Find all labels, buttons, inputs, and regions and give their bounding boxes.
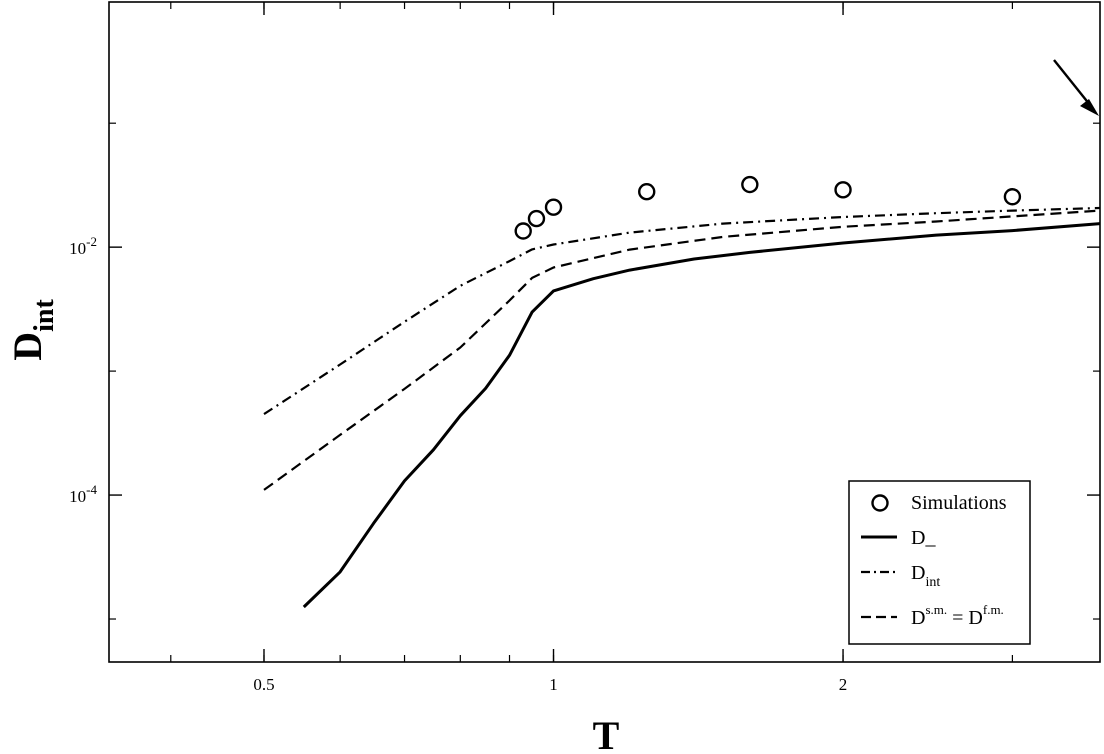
- simulation-point: [741, 175, 759, 194]
- simulation-point: [527, 209, 546, 228]
- y-tick-label: 10-2: [69, 234, 97, 258]
- simulation-point: [544, 198, 563, 216]
- simulation-point: [834, 181, 852, 199]
- y-axis-title: Dint: [5, 299, 60, 361]
- legend-label: Simulations: [911, 492, 1007, 514]
- y-tick-label: 10-4: [69, 482, 97, 506]
- x-axis-title: T: [593, 713, 620, 754]
- legend-marker: [871, 494, 889, 512]
- legend-label: D_: [911, 527, 936, 549]
- series-line-3: [263, 209, 1101, 491]
- simulation-point: [638, 183, 656, 201]
- plot-frame: [108, 1, 1101, 663]
- legend-label: Dint: [911, 562, 940, 590]
- series-line-2: [263, 206, 1101, 416]
- series-layer: [263, 175, 1101, 609]
- legend-label: Ds.m. = Df.m.: [911, 602, 1004, 629]
- tick-labels: 0.5 1 2 10-2 10-4: [69, 234, 847, 694]
- simulation-point: [514, 222, 532, 240]
- legend: Simulations D_ Dint Ds.m. = Df.m.: [848, 480, 1031, 645]
- series-line-1: [302, 222, 1101, 609]
- arrow-annotation: [1053, 59, 1099, 116]
- x-tick-label: 0.5: [253, 675, 274, 694]
- y-axis-title-sub: int: [29, 299, 60, 332]
- x-tick-label: 1: [549, 675, 558, 694]
- x-tick-label: 2: [839, 675, 848, 694]
- simulation-point: [1003, 188, 1022, 206]
- y-axis-title-main: D: [5, 332, 50, 361]
- axis-ticks: [109, 2, 1100, 662]
